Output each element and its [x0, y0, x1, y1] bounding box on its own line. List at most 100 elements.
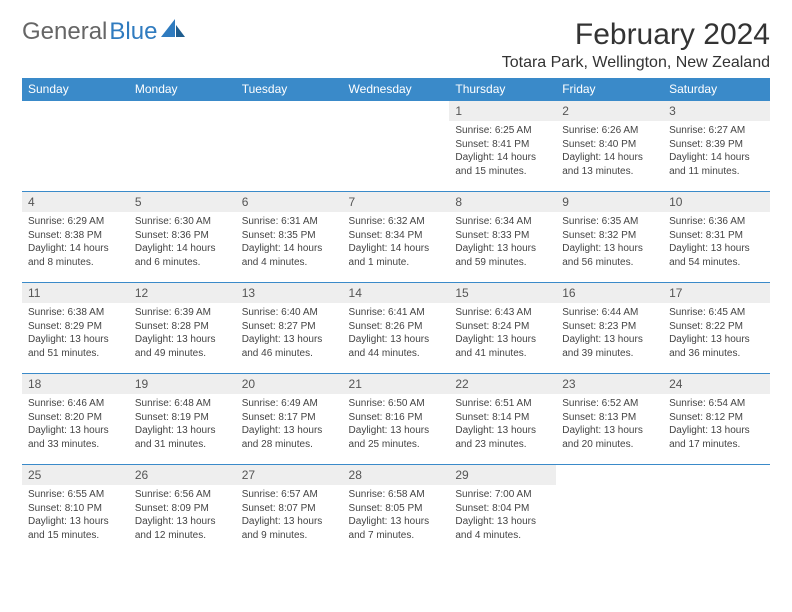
day-number: 29 — [449, 465, 556, 485]
calendar-cell: 29Sunrise: 7:00 AMSunset: 8:04 PMDayligh… — [449, 465, 556, 556]
brand-text-1: General — [22, 18, 107, 46]
calendar-row: 11Sunrise: 6:38 AMSunset: 8:29 PMDayligh… — [22, 283, 770, 374]
day-details: Sunrise: 6:58 AMSunset: 8:05 PMDaylight:… — [343, 485, 450, 545]
calendar-cell-empty — [663, 465, 770, 556]
calendar-row: 4Sunrise: 6:29 AMSunset: 8:38 PMDaylight… — [22, 192, 770, 283]
day-number: 24 — [663, 374, 770, 394]
day-number: 3 — [663, 101, 770, 121]
month-title: February 2024 — [502, 18, 770, 52]
calendar-row: 18Sunrise: 6:46 AMSunset: 8:20 PMDayligh… — [22, 374, 770, 465]
calendar-cell: 11Sunrise: 6:38 AMSunset: 8:29 PMDayligh… — [22, 283, 129, 374]
calendar-cell-empty — [343, 101, 450, 192]
day-details: Sunrise: 6:25 AMSunset: 8:41 PMDaylight:… — [449, 121, 556, 181]
day-number: 7 — [343, 192, 450, 212]
day-header: Saturday — [663, 78, 770, 101]
day-number: 18 — [22, 374, 129, 394]
day-details: Sunrise: 6:48 AMSunset: 8:19 PMDaylight:… — [129, 394, 236, 454]
brand-logo: GeneralBlue — [22, 18, 187, 46]
calendar-cell: 1Sunrise: 6:25 AMSunset: 8:41 PMDaylight… — [449, 101, 556, 192]
day-details: Sunrise: 6:41 AMSunset: 8:26 PMDaylight:… — [343, 303, 450, 363]
day-number: 21 — [343, 374, 450, 394]
calendar-cell: 6Sunrise: 6:31 AMSunset: 8:35 PMDaylight… — [236, 192, 343, 283]
day-details: Sunrise: 6:39 AMSunset: 8:28 PMDaylight:… — [129, 303, 236, 363]
calendar-cell: 20Sunrise: 6:49 AMSunset: 8:17 PMDayligh… — [236, 374, 343, 465]
calendar-cell: 19Sunrise: 6:48 AMSunset: 8:19 PMDayligh… — [129, 374, 236, 465]
day-details: Sunrise: 6:40 AMSunset: 8:27 PMDaylight:… — [236, 303, 343, 363]
calendar-cell: 26Sunrise: 6:56 AMSunset: 8:09 PMDayligh… — [129, 465, 236, 556]
calendar-cell: 3Sunrise: 6:27 AMSunset: 8:39 PMDaylight… — [663, 101, 770, 192]
page-header: GeneralBlue February 2024 Totara Park, W… — [22, 18, 770, 72]
day-number: 27 — [236, 465, 343, 485]
day-number: 25 — [22, 465, 129, 485]
calendar-row: 1Sunrise: 6:25 AMSunset: 8:41 PMDaylight… — [22, 101, 770, 192]
day-number: 22 — [449, 374, 556, 394]
calendar-cell: 23Sunrise: 6:52 AMSunset: 8:13 PMDayligh… — [556, 374, 663, 465]
day-details: Sunrise: 6:32 AMSunset: 8:34 PMDaylight:… — [343, 212, 450, 272]
location-text: Totara Park, Wellington, New Zealand — [502, 54, 770, 72]
day-number: 4 — [22, 192, 129, 212]
day-header: Tuesday — [236, 78, 343, 101]
day-details: Sunrise: 6:46 AMSunset: 8:20 PMDaylight:… — [22, 394, 129, 454]
calendar-cell: 5Sunrise: 6:30 AMSunset: 8:36 PMDaylight… — [129, 192, 236, 283]
day-details: Sunrise: 7:00 AMSunset: 8:04 PMDaylight:… — [449, 485, 556, 545]
calendar-cell: 24Sunrise: 6:54 AMSunset: 8:12 PMDayligh… — [663, 374, 770, 465]
calendar-cell-empty — [556, 465, 663, 556]
calendar-cell: 14Sunrise: 6:41 AMSunset: 8:26 PMDayligh… — [343, 283, 450, 374]
title-block: February 2024 Totara Park, Wellington, N… — [502, 18, 770, 72]
calendar-cell: 15Sunrise: 6:43 AMSunset: 8:24 PMDayligh… — [449, 283, 556, 374]
brand-text-2: Blue — [109, 18, 157, 46]
day-details: Sunrise: 6:35 AMSunset: 8:32 PMDaylight:… — [556, 212, 663, 272]
calendar-cell: 17Sunrise: 6:45 AMSunset: 8:22 PMDayligh… — [663, 283, 770, 374]
day-details: Sunrise: 6:29 AMSunset: 8:38 PMDaylight:… — [22, 212, 129, 272]
calendar-cell: 13Sunrise: 6:40 AMSunset: 8:27 PMDayligh… — [236, 283, 343, 374]
calendar-cell: 7Sunrise: 6:32 AMSunset: 8:34 PMDaylight… — [343, 192, 450, 283]
calendar-cell: 2Sunrise: 6:26 AMSunset: 8:40 PMDaylight… — [556, 101, 663, 192]
calendar-cell-empty — [129, 101, 236, 192]
day-details: Sunrise: 6:45 AMSunset: 8:22 PMDaylight:… — [663, 303, 770, 363]
calendar-cell-empty — [22, 101, 129, 192]
calendar-cell: 9Sunrise: 6:35 AMSunset: 8:32 PMDaylight… — [556, 192, 663, 283]
day-number: 11 — [22, 283, 129, 303]
day-details: Sunrise: 6:54 AMSunset: 8:12 PMDaylight:… — [663, 394, 770, 454]
day-number: 23 — [556, 374, 663, 394]
day-details: Sunrise: 6:51 AMSunset: 8:14 PMDaylight:… — [449, 394, 556, 454]
day-number: 16 — [556, 283, 663, 303]
calendar-cell: 4Sunrise: 6:29 AMSunset: 8:38 PMDaylight… — [22, 192, 129, 283]
calendar-cell: 12Sunrise: 6:39 AMSunset: 8:28 PMDayligh… — [129, 283, 236, 374]
calendar-cell: 16Sunrise: 6:44 AMSunset: 8:23 PMDayligh… — [556, 283, 663, 374]
day-number: 10 — [663, 192, 770, 212]
day-details: Sunrise: 6:38 AMSunset: 8:29 PMDaylight:… — [22, 303, 129, 363]
day-details: Sunrise: 6:57 AMSunset: 8:07 PMDaylight:… — [236, 485, 343, 545]
day-details: Sunrise: 6:30 AMSunset: 8:36 PMDaylight:… — [129, 212, 236, 272]
day-details: Sunrise: 6:31 AMSunset: 8:35 PMDaylight:… — [236, 212, 343, 272]
calendar-cell: 27Sunrise: 6:57 AMSunset: 8:07 PMDayligh… — [236, 465, 343, 556]
day-details: Sunrise: 6:36 AMSunset: 8:31 PMDaylight:… — [663, 212, 770, 272]
day-header: Thursday — [449, 78, 556, 101]
day-details: Sunrise: 6:55 AMSunset: 8:10 PMDaylight:… — [22, 485, 129, 545]
day-number: 15 — [449, 283, 556, 303]
calendar-cell: 10Sunrise: 6:36 AMSunset: 8:31 PMDayligh… — [663, 192, 770, 283]
day-number: 26 — [129, 465, 236, 485]
day-number: 5 — [129, 192, 236, 212]
day-number: 1 — [449, 101, 556, 121]
day-number: 8 — [449, 192, 556, 212]
calendar-table: SundayMondayTuesdayWednesdayThursdayFrid… — [22, 78, 770, 555]
day-details: Sunrise: 6:52 AMSunset: 8:13 PMDaylight:… — [556, 394, 663, 454]
day-details: Sunrise: 6:56 AMSunset: 8:09 PMDaylight:… — [129, 485, 236, 545]
day-header: Monday — [129, 78, 236, 101]
sail-icon — [161, 18, 187, 46]
day-details: Sunrise: 6:44 AMSunset: 8:23 PMDaylight:… — [556, 303, 663, 363]
day-number: 13 — [236, 283, 343, 303]
day-number: 20 — [236, 374, 343, 394]
day-details: Sunrise: 6:26 AMSunset: 8:40 PMDaylight:… — [556, 121, 663, 181]
day-details: Sunrise: 6:34 AMSunset: 8:33 PMDaylight:… — [449, 212, 556, 272]
calendar-cell: 8Sunrise: 6:34 AMSunset: 8:33 PMDaylight… — [449, 192, 556, 283]
day-details: Sunrise: 6:49 AMSunset: 8:17 PMDaylight:… — [236, 394, 343, 454]
day-number: 19 — [129, 374, 236, 394]
calendar-cell: 22Sunrise: 6:51 AMSunset: 8:14 PMDayligh… — [449, 374, 556, 465]
day-number: 12 — [129, 283, 236, 303]
day-details: Sunrise: 6:27 AMSunset: 8:39 PMDaylight:… — [663, 121, 770, 181]
calendar-cell-empty — [236, 101, 343, 192]
day-details: Sunrise: 6:43 AMSunset: 8:24 PMDaylight:… — [449, 303, 556, 363]
day-details: Sunrise: 6:50 AMSunset: 8:16 PMDaylight:… — [343, 394, 450, 454]
